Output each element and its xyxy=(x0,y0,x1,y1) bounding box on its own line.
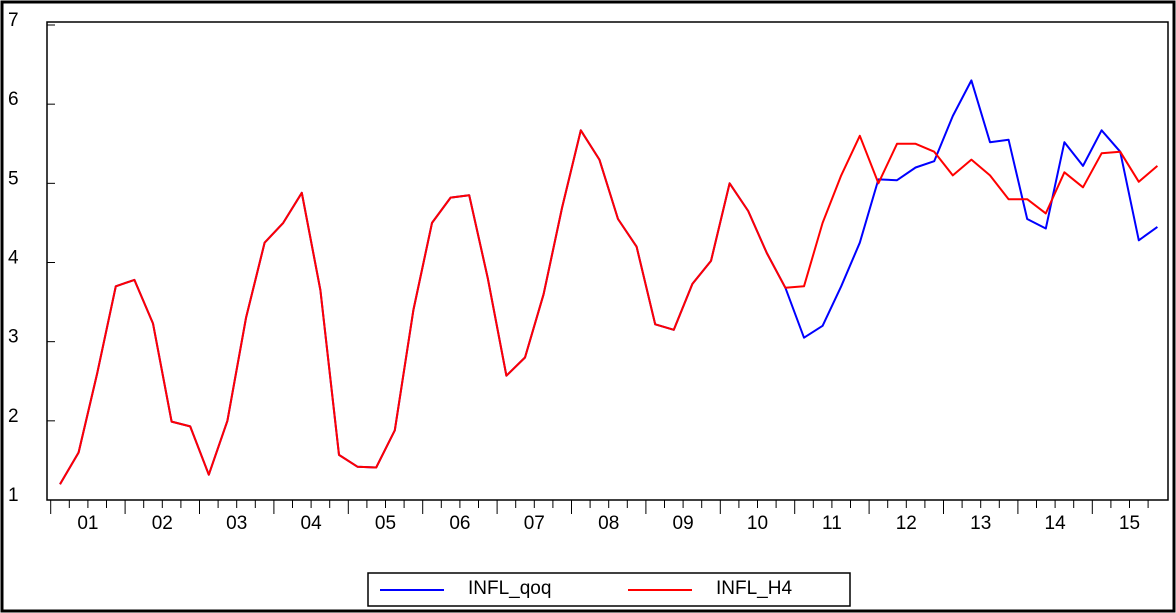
x-tick-label: 07 xyxy=(524,513,545,534)
x-tick-label: 14 xyxy=(1045,513,1067,534)
x-tick-label: 04 xyxy=(301,513,323,534)
x-tick-label: 13 xyxy=(970,513,991,534)
y-tick-label: 5 xyxy=(8,168,19,189)
x-tick-label: 11 xyxy=(822,513,842,534)
y-tick-label: 4 xyxy=(8,248,19,269)
x-tick-label: 06 xyxy=(449,513,470,534)
x-tick-label: 10 xyxy=(747,513,768,534)
y-tick-label: 2 xyxy=(8,406,19,427)
y-tick-label: 7 xyxy=(8,10,19,31)
plot-frame xyxy=(46,21,1169,501)
x-tick-label: 05 xyxy=(375,513,396,534)
legend-box xyxy=(367,572,851,607)
series-line xyxy=(59,129,1159,485)
x-tick-label: 09 xyxy=(673,513,694,534)
legend-label: INFL_qoq xyxy=(468,578,551,599)
y-tick-label: 6 xyxy=(8,89,19,110)
y-tick-label: 3 xyxy=(8,327,19,348)
x-tick-label: 01 xyxy=(77,513,98,534)
x-tick-label: 02 xyxy=(152,513,173,534)
y-tick-label: 1 xyxy=(8,485,19,506)
x-tick-label: 15 xyxy=(1119,513,1140,534)
x-tick-label: 08 xyxy=(598,513,619,534)
x-tick-label: 12 xyxy=(896,513,917,534)
legend-label: INFL_H4 xyxy=(716,578,792,599)
x-tick-label: 03 xyxy=(226,513,247,534)
